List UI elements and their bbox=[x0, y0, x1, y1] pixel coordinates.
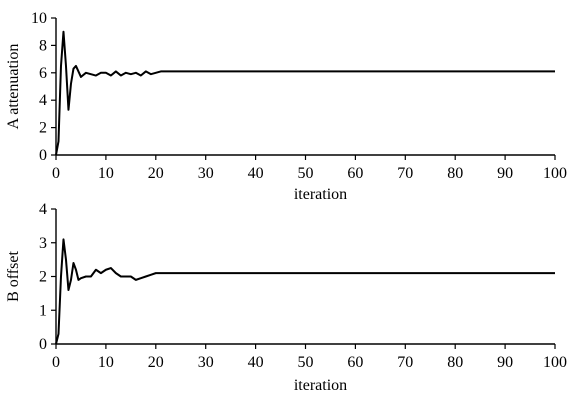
y-tick-label: 1 bbox=[39, 302, 47, 319]
y-tick-label: 2 bbox=[39, 269, 47, 286]
y-tick-label: 6 bbox=[39, 65, 47, 82]
x-tick-label: 80 bbox=[447, 165, 463, 182]
x-tick-label: 50 bbox=[298, 165, 314, 182]
x-tick-label: 20 bbox=[148, 165, 164, 182]
x-axis-label: iteration bbox=[294, 186, 347, 203]
x-tick-label: 60 bbox=[347, 165, 363, 182]
x-tick-label: 0 bbox=[52, 165, 60, 182]
y-axis-label: B offset bbox=[5, 251, 22, 302]
x-tick-label: 100 bbox=[543, 354, 567, 371]
panel-b-offset: 0 10 20 30 40 50 60 70 80 90 100 0 1 2 3 4 iteration B of… bbox=[5, 201, 567, 394]
y-tick-label: 0 bbox=[39, 147, 47, 164]
x-tick-label: 90 bbox=[497, 165, 513, 182]
series-line-a bbox=[55, 30, 555, 156]
x-tick-label: 10 bbox=[98, 165, 114, 182]
y-tick-label: 0 bbox=[39, 336, 47, 353]
x-tick-label: 30 bbox=[198, 165, 214, 182]
series-line-b bbox=[55, 238, 555, 345]
x-tick-label: 70 bbox=[397, 354, 413, 371]
x-tick-label: 40 bbox=[248, 354, 264, 371]
y-axis-label: A attenuation bbox=[5, 44, 22, 130]
x-tick-label: 100 bbox=[543, 165, 567, 182]
x-tick-label: 90 bbox=[497, 354, 513, 371]
x-tick-label: 40 bbox=[248, 165, 264, 182]
y-tick-label: 4 bbox=[39, 201, 47, 218]
panel-a-attenuation: 0 10 20 30 40 50 60 70 80 90 100 0 2 4 6 8 10 iteration A … bbox=[5, 10, 567, 203]
x-tick-label: 30 bbox=[198, 354, 214, 371]
x-tick-label: 10 bbox=[98, 354, 114, 371]
y-tick-label: 10 bbox=[31, 10, 47, 27]
y-tick-label: 2 bbox=[39, 120, 47, 137]
y-tick-label: 8 bbox=[39, 37, 47, 54]
x-axis-label: iteration bbox=[294, 377, 347, 394]
x-tick-label: 80 bbox=[447, 354, 463, 371]
y-tick-label: 3 bbox=[39, 235, 47, 252]
x-tick-label: 60 bbox=[347, 354, 363, 371]
x-tick-label: 0 bbox=[52, 354, 60, 371]
x-tick-label: 50 bbox=[298, 354, 314, 371]
x-tick-label: 20 bbox=[148, 354, 164, 371]
y-tick-label: 4 bbox=[39, 92, 47, 109]
x-tick-label: 70 bbox=[397, 165, 413, 182]
